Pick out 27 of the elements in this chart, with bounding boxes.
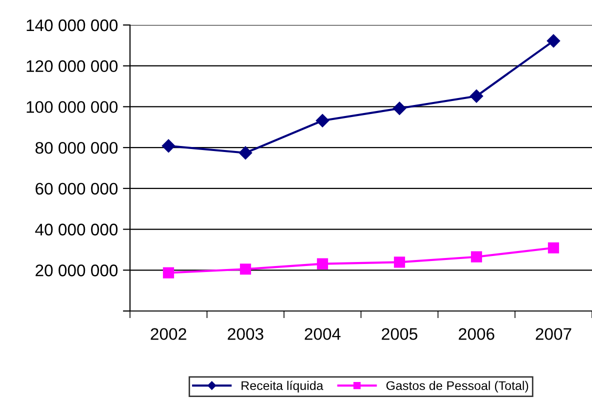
y-tick-label: 40 000 000 (35, 224, 118, 236)
x-tick-label: 2002 (150, 328, 186, 340)
point (162, 267, 174, 278)
x-tick-label: 2007 (536, 328, 572, 340)
legend-label: Gastos de Pessoal (Total) (386, 380, 528, 393)
y-tick-label: 120 000 000 (26, 60, 118, 72)
x-tick-label: 2003 (228, 328, 264, 340)
point (548, 242, 560, 254)
y-tick-label: 20 000 000 (36, 264, 118, 276)
point (470, 251, 482, 262)
point (316, 114, 330, 128)
y-tick-label: 60 000 000 (36, 182, 118, 195)
y-tick-label: 80 000 000 (36, 142, 118, 154)
point (392, 102, 406, 115)
y-tick-label: 140 000 000 (26, 19, 118, 32)
point (470, 90, 484, 103)
point (546, 34, 560, 48)
x-tick-label: 2004 (304, 328, 341, 340)
point (162, 139, 176, 153)
point (316, 258, 328, 270)
point (238, 146, 252, 160)
point (240, 264, 252, 275)
y-tick-label: 100 000 000 (26, 101, 118, 113)
point (394, 256, 406, 268)
x-tick-label: 2006 (458, 328, 494, 340)
x-tick-label: 2005 (382, 328, 418, 340)
legend-label: Receita líquida (242, 380, 324, 393)
